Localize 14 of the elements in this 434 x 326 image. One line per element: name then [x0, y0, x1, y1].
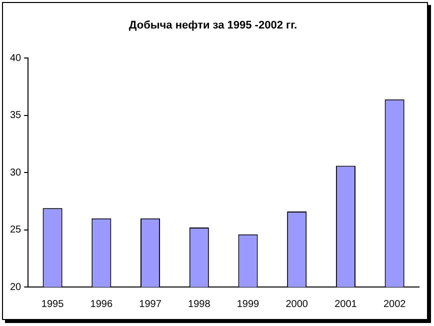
- y-tick-label: 40: [10, 52, 22, 64]
- x-tick-label: 1997: [139, 298, 162, 310]
- chart-title: Добыча нефти за 1995 -2002 гг.: [128, 20, 298, 32]
- x-tick-label: 2002: [383, 298, 406, 310]
- x-tick-label: 1995: [41, 298, 64, 310]
- y-tick-label: 20: [10, 282, 22, 293]
- x-tick-label: 2000: [286, 298, 308, 310]
- y-tick-label: 35: [10, 110, 22, 122]
- x-tick-label: 2001: [334, 298, 358, 310]
- x-tick-label: 1999: [236, 298, 260, 310]
- y-tick-label: 30: [10, 167, 22, 178]
- x-tick-label: 1996: [90, 298, 113, 310]
- y-tick-label: 25: [10, 224, 22, 236]
- x-tick-label: 1998: [188, 298, 211, 310]
